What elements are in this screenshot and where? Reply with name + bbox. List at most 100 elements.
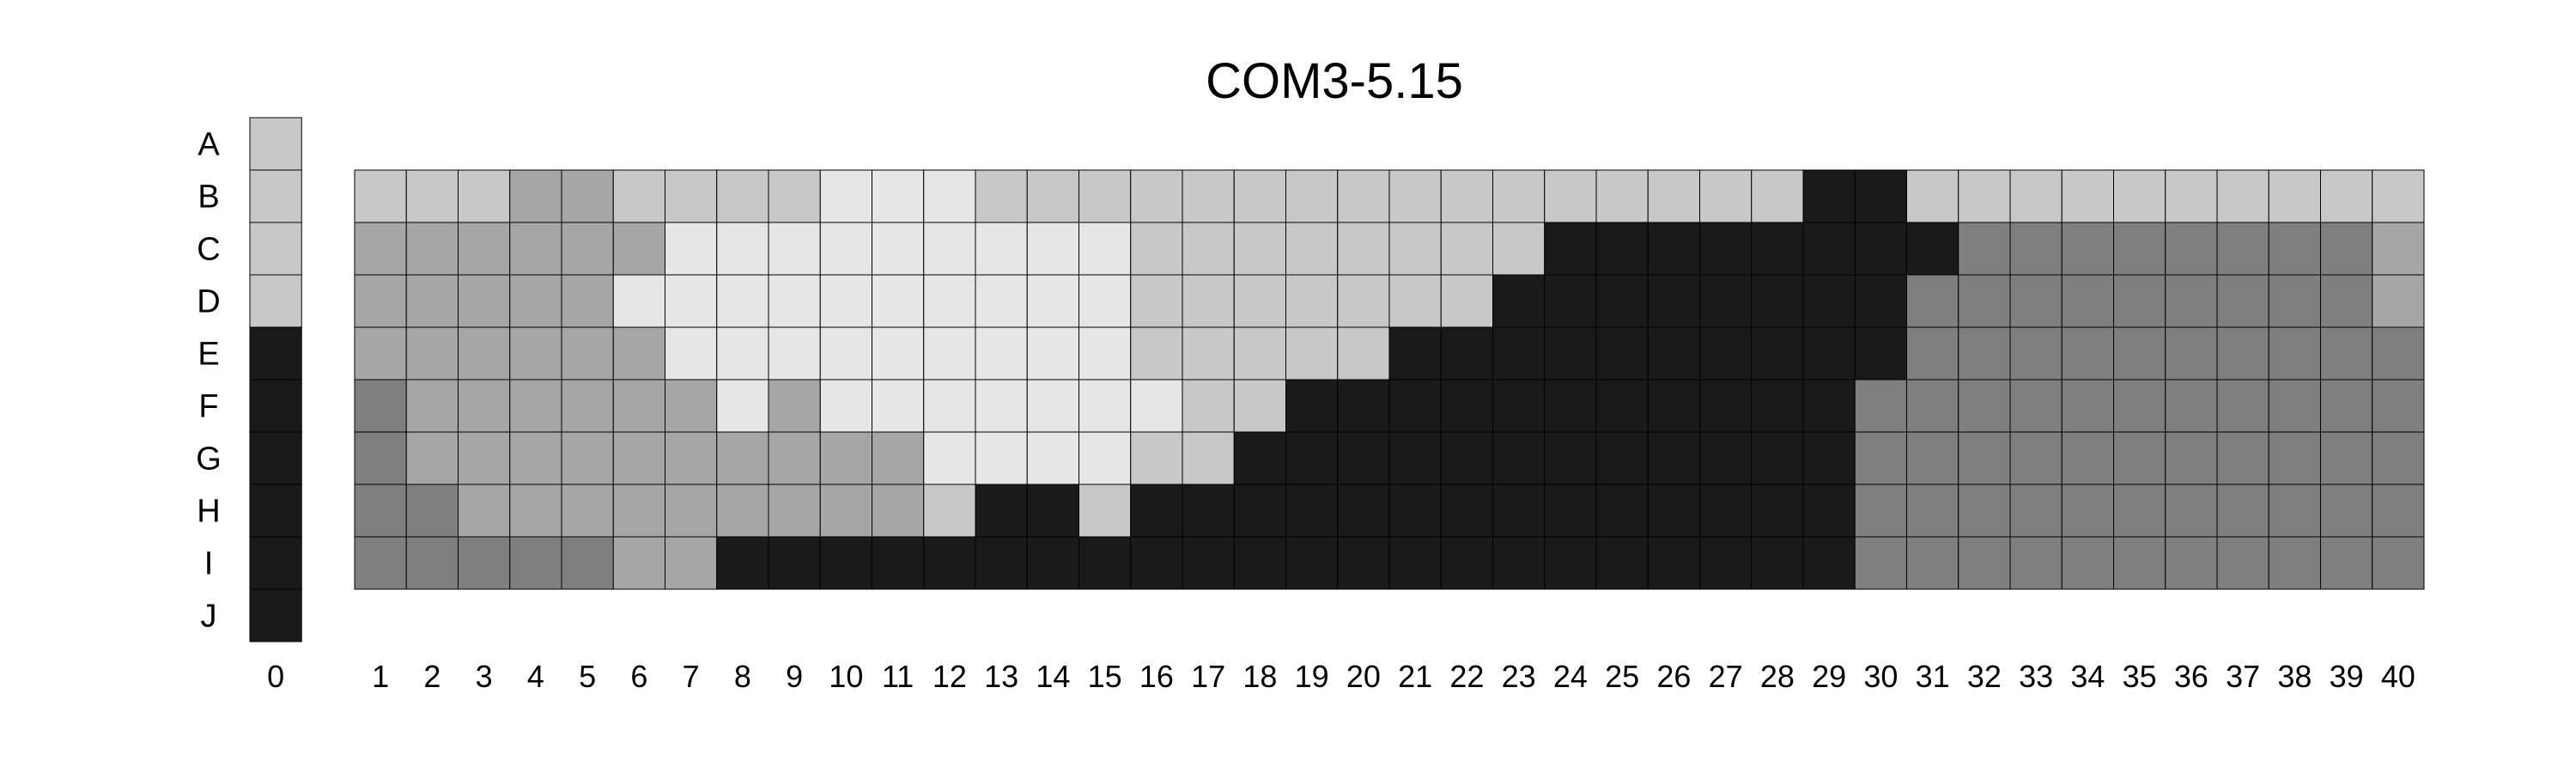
cell-b-20 bbox=[1337, 169, 1390, 223]
cell-f-40 bbox=[2372, 379, 2425, 433]
cell-g-40 bbox=[2372, 431, 2425, 485]
cell-b-39 bbox=[2320, 169, 2373, 223]
cell-f-11 bbox=[872, 379, 925, 433]
column-label-40: 40 bbox=[2381, 659, 2415, 694]
column-label-2: 2 bbox=[423, 659, 440, 694]
cell-b-29 bbox=[1802, 169, 1856, 223]
cell-b-9 bbox=[768, 169, 821, 223]
cell-e-39 bbox=[2320, 326, 2373, 380]
cell-e-3 bbox=[458, 326, 511, 380]
cell-h-5 bbox=[561, 484, 614, 538]
cell-f-25 bbox=[1595, 379, 1649, 433]
cell-i-13 bbox=[975, 536, 1028, 590]
cell-b-2 bbox=[405, 169, 459, 223]
cell-c-11 bbox=[872, 222, 925, 276]
cell-i-30 bbox=[1854, 536, 1907, 590]
cell-b-28 bbox=[1751, 169, 1804, 223]
cell-f-16 bbox=[1130, 379, 1183, 433]
cell-f-15 bbox=[1078, 379, 1132, 433]
cell-g-19 bbox=[1285, 431, 1339, 485]
chart-title: COM3-5.15 bbox=[1206, 53, 1463, 109]
cell-h-7 bbox=[665, 484, 718, 538]
cell-g-29 bbox=[1802, 431, 1856, 485]
cell-e-37 bbox=[2216, 326, 2269, 380]
cell-c-12 bbox=[923, 222, 976, 276]
cell-d-26 bbox=[1647, 274, 1700, 328]
column-label-12: 12 bbox=[933, 659, 967, 694]
cell-b-40 bbox=[2372, 169, 2425, 223]
column-label-37: 37 bbox=[2226, 659, 2260, 694]
row-label-g: G bbox=[196, 441, 222, 478]
cell-h-14 bbox=[1026, 484, 1079, 538]
cell-i-14 bbox=[1026, 536, 1079, 590]
cell-f-35 bbox=[2113, 379, 2166, 433]
column-label-5: 5 bbox=[579, 659, 596, 694]
cell-d-6 bbox=[612, 274, 665, 328]
cell-f-9 bbox=[768, 379, 821, 433]
cell-c-13 bbox=[975, 222, 1028, 276]
cell-e-18 bbox=[1233, 326, 1286, 380]
cell-e-2 bbox=[405, 326, 459, 380]
column-label-7: 7 bbox=[683, 659, 700, 694]
cell-c-39 bbox=[2320, 222, 2373, 276]
cell-c-1 bbox=[354, 222, 407, 276]
cell-d-10 bbox=[819, 274, 872, 328]
cell-b-15 bbox=[1078, 169, 1132, 223]
cell-h-32 bbox=[1958, 484, 2011, 538]
cell-g-34 bbox=[2061, 431, 2114, 485]
cell-c-2 bbox=[405, 222, 459, 276]
cell-c-26 bbox=[1647, 222, 1700, 276]
cell-h-16 bbox=[1130, 484, 1183, 538]
cell-i-25 bbox=[1595, 536, 1649, 590]
cell-c-6 bbox=[612, 222, 665, 276]
cell-i-26 bbox=[1647, 536, 1700, 590]
cell-d-9 bbox=[768, 274, 821, 328]
cell-h-4 bbox=[509, 484, 562, 538]
cell-i-38 bbox=[2268, 536, 2321, 590]
cell-c-27 bbox=[1699, 222, 1753, 276]
cell-e-23 bbox=[1492, 326, 1546, 380]
cell-i-37 bbox=[2216, 536, 2269, 590]
cell-e-19 bbox=[1285, 326, 1339, 380]
cell-e-24 bbox=[1544, 326, 1597, 380]
cell-e-16 bbox=[1130, 326, 1183, 380]
cell-h-21 bbox=[1388, 484, 1442, 538]
cell-i-10 bbox=[819, 536, 872, 590]
cell-e-11 bbox=[872, 326, 925, 380]
cell-d-23 bbox=[1492, 274, 1546, 328]
cell-h-11 bbox=[872, 484, 925, 538]
cell-e-0 bbox=[249, 326, 302, 380]
cell-g-9 bbox=[768, 431, 821, 485]
cell-f-14 bbox=[1026, 379, 1079, 433]
cell-b-16 bbox=[1130, 169, 1183, 223]
cell-h-27 bbox=[1699, 484, 1753, 538]
column-label-11: 11 bbox=[882, 659, 914, 694]
cell-f-0 bbox=[249, 379, 302, 433]
cell-d-17 bbox=[1182, 274, 1235, 328]
cell-h-38 bbox=[2268, 484, 2321, 538]
cell-h-3 bbox=[458, 484, 511, 538]
cell-h-24 bbox=[1544, 484, 1597, 538]
cell-c-35 bbox=[2113, 222, 2166, 276]
cell-e-40 bbox=[2372, 326, 2425, 380]
column-label-4: 4 bbox=[527, 659, 544, 694]
cell-d-33 bbox=[2009, 274, 2063, 328]
cell-d-35 bbox=[2113, 274, 2166, 328]
row-label-f: F bbox=[198, 389, 218, 425]
cell-g-27 bbox=[1699, 431, 1753, 485]
cell-b-23 bbox=[1492, 169, 1546, 223]
cell-a-0 bbox=[249, 117, 302, 171]
cell-d-0 bbox=[249, 274, 302, 328]
cell-c-40 bbox=[2372, 222, 2425, 276]
column-label-0: 0 bbox=[267, 659, 284, 694]
cell-d-22 bbox=[1440, 274, 1493, 328]
cell-d-30 bbox=[1854, 274, 1907, 328]
cell-f-22 bbox=[1440, 379, 1493, 433]
column-label-19: 19 bbox=[1295, 659, 1329, 694]
cell-f-17 bbox=[1182, 379, 1235, 433]
column-label-28: 28 bbox=[1760, 659, 1795, 694]
cell-d-16 bbox=[1130, 274, 1183, 328]
column-label-39: 39 bbox=[2330, 659, 2364, 694]
cell-f-39 bbox=[2320, 379, 2373, 433]
cell-b-27 bbox=[1699, 169, 1753, 223]
